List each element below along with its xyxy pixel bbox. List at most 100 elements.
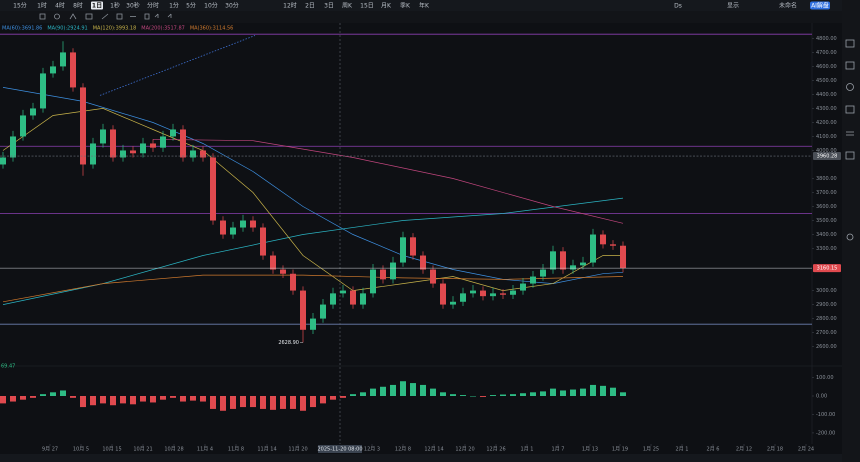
candle-body [400, 237, 406, 263]
y-tick-label: 4200.00 [816, 120, 837, 126]
macd-bar [590, 384, 596, 396]
candle-body [130, 150, 136, 154]
toolbar-button[interactable]: 显示 [727, 2, 739, 9]
macd-bar [130, 396, 136, 405]
interval-button[interactable]: 1分 [169, 1, 179, 9]
icon[interactable] [846, 233, 854, 241]
macd-bar [430, 388, 436, 396]
macd-bar [530, 392, 536, 396]
interval-button[interactable]: 15分 [13, 1, 27, 9]
macd-y-tick-label: 100.00 [816, 375, 834, 381]
y-tick-label: 2900.00 [816, 302, 837, 308]
candle-body [320, 304, 326, 319]
y-tick-label: 2700.00 [816, 330, 837, 336]
macd-bar [500, 394, 506, 396]
interval-button[interactable]: 15日 [360, 2, 374, 9]
interval-button[interactable]: 分时 [147, 1, 159, 9]
y-tick-label: 3500.00 [816, 218, 837, 224]
toolbar-button[interactable]: AI解盘 [811, 1, 829, 9]
x-tick-label: 12月 20 [455, 447, 474, 453]
interval-button[interactable]: 30秒 [126, 1, 140, 9]
interval-button[interactable]: 1日 [92, 2, 102, 9]
interval-button[interactable]: 1秒 [110, 1, 120, 9]
interval-button[interactable]: 12时 [283, 1, 297, 9]
interval-button[interactable]: 10分 [204, 1, 218, 9]
icon[interactable] [154, 13, 159, 18]
toolbar-button[interactable]: Ds [674, 2, 682, 9]
interval-button[interactable]: 月K [381, 2, 392, 9]
tool-icons[interactable] [39, 13, 172, 20]
icon[interactable] [116, 13, 123, 20]
macd-bar [480, 396, 486, 397]
macd-bar [390, 384, 396, 396]
icon[interactable] [54, 13, 60, 20]
macd-y-tick-label: -100.00 [816, 412, 835, 418]
macd-bar [460, 395, 466, 396]
x-tick-label: 1月 7 [552, 447, 565, 453]
candle-body [140, 143, 146, 154]
interval-button[interactable]: 5分 [186, 1, 196, 9]
y-tick-label: 3300.00 [816, 246, 837, 252]
x-tick-label: 2月 18 [767, 447, 783, 453]
interval-button[interactable]: 3日 [324, 2, 334, 9]
icon[interactable] [845, 151, 855, 160]
sidebar-icons[interactable] [845, 39, 855, 241]
interval-button[interactable]: 2日 [305, 2, 315, 9]
y-tick-label: 4400.00 [816, 92, 837, 98]
macd-bar [570, 389, 576, 396]
candle-body [500, 293, 506, 295]
y-tick-label: 3700.00 [816, 190, 837, 196]
x-tick-label: 2月 24 [798, 447, 814, 453]
icon[interactable] [167, 13, 172, 18]
candle-body [280, 269, 286, 274]
icon[interactable] [846, 131, 854, 136]
candle-body [40, 73, 46, 109]
macd-bar [250, 396, 256, 408]
x-tick-label: 10月 5 [73, 447, 89, 453]
interval-button[interactable]: 季K [400, 1, 411, 9]
candle-body [560, 251, 566, 270]
icon[interactable] [39, 13, 46, 20]
icon[interactable] [845, 61, 855, 70]
macd-bar [50, 392, 56, 396]
icon[interactable] [69, 13, 77, 20]
price-badge [813, 152, 841, 161]
macd-bar [10, 396, 16, 402]
macd-bar [610, 387, 616, 396]
toolbar-button[interactable]: 未命名 [779, 1, 797, 9]
legend-entry: MA(60):3691.86 [2, 26, 42, 32]
y-tick-label: 3600.00 [816, 204, 837, 210]
candle-body [270, 255, 276, 270]
interval-button[interactable]: 8时 [73, 1, 83, 9]
macd-label: 69.47 [1, 364, 15, 370]
x-tick-label: 11月 20 [288, 447, 307, 453]
ai-button-bg [810, 1, 830, 10]
x-tick-label: 12月 26 [486, 447, 505, 453]
macd-bar [220, 396, 226, 411]
macd-bar [260, 396, 266, 409]
macd-bar [400, 381, 406, 396]
interval-button[interactable]: 1时 [37, 1, 47, 9]
macd-bar [350, 394, 356, 396]
ma-line [2, 274, 624, 303]
interval-button[interactable]: 4时 [55, 1, 65, 9]
interval-button[interactable]: 年K [419, 1, 430, 9]
icon[interactable] [845, 39, 855, 48]
macd-bar [40, 394, 46, 396]
macd-bar [600, 385, 606, 396]
icon[interactable] [845, 105, 855, 114]
icon[interactable] [101, 13, 109, 20]
interval-button[interactable]: 周K [342, 2, 353, 9]
macd-bar [20, 396, 26, 400]
icon[interactable] [846, 83, 854, 91]
candle-body [380, 269, 386, 280]
candle-body [420, 255, 426, 270]
icon[interactable] [144, 13, 150, 20]
interval-button[interactable]: 30分 [225, 1, 239, 9]
x-tick-label: 1月 19 [612, 447, 628, 453]
icon[interactable] [85, 13, 93, 20]
candle-body [110, 129, 116, 158]
candle-body [570, 265, 576, 270]
x-tick-label: 10月 21 [133, 447, 152, 453]
